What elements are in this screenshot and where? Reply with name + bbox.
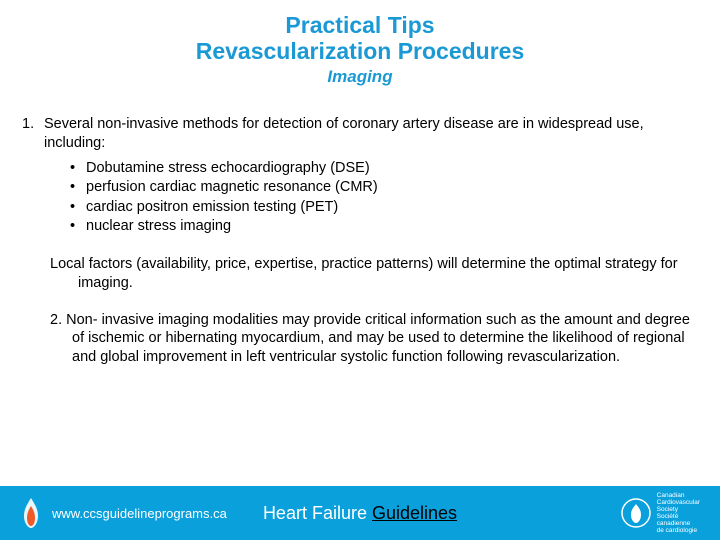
org-line: Society xyxy=(657,506,700,513)
bullet-text: perfusion cardiac magnetic resonance (CM… xyxy=(86,178,378,198)
flame-icon xyxy=(18,496,44,530)
subtitle: Imaging xyxy=(20,67,700,87)
title-line-2: Revascularization Procedures xyxy=(20,38,700,64)
bullet-text: nuclear stress imaging xyxy=(86,217,231,237)
footer-url: www.ccsguidelineprograms.ca xyxy=(52,506,227,521)
ccs-logo-icon xyxy=(621,498,651,528)
item-1-number: 1. xyxy=(20,115,44,153)
org-line: canadienne xyxy=(657,520,700,527)
list-item: • perfusion cardiac magnetic resonance (… xyxy=(68,178,700,198)
list-item: • cardiac positron emission testing (PET… xyxy=(68,198,700,218)
list-item: • nuclear stress imaging xyxy=(68,217,700,237)
sub-bullets: • Dobutamine stress echocardiography (DS… xyxy=(68,159,700,237)
bullet-dot: • xyxy=(68,217,86,237)
title-block: Practical Tips Revascularization Procedu… xyxy=(20,12,700,87)
paragraph-local-factors: Local factors (availability, price, expe… xyxy=(50,255,700,293)
bullet-dot: • xyxy=(68,178,86,198)
footer-left: www.ccsguidelineprograms.ca xyxy=(18,496,227,530)
org-text: Canadian Cardiovascular Society Société … xyxy=(657,492,700,535)
bullet-text: Dobutamine stress echocardiography (DSE) xyxy=(86,159,370,179)
org-line: Canadian xyxy=(657,492,700,499)
footer-right: Canadian Cardiovascular Society Société … xyxy=(621,492,700,535)
footer-bar: www.ccsguidelineprograms.ca Heart Failur… xyxy=(0,486,720,540)
bullet-dot: • xyxy=(68,198,86,218)
slide-content: Practical Tips Revascularization Procedu… xyxy=(0,0,720,367)
bullet-dot: • xyxy=(68,159,86,179)
body-text: 1. Several non-invasive methods for dete… xyxy=(20,115,700,367)
paragraph-text: Local factors (availability, price, expe… xyxy=(50,255,700,293)
org-line: Société xyxy=(657,513,700,520)
org-line: de cardiologie xyxy=(657,527,700,534)
org-line: Cardiovascular xyxy=(657,499,700,506)
footer-title-white: Heart Failure xyxy=(263,503,372,523)
title-line-1: Practical Tips xyxy=(20,12,700,38)
list-item-2: 2. Non- invasive imaging modalities may … xyxy=(50,311,700,368)
item-1-text: Several non-invasive methods for detecti… xyxy=(44,115,700,153)
item-2-text: 2. Non- invasive imaging modalities may … xyxy=(50,311,700,368)
bullet-text: cardiac positron emission testing (PET) xyxy=(86,198,338,218)
list-item: • Dobutamine stress echocardiography (DS… xyxy=(68,159,700,179)
list-item-1: 1. Several non-invasive methods for dete… xyxy=(20,115,700,153)
footer-title-black: Guidelines xyxy=(372,503,457,523)
